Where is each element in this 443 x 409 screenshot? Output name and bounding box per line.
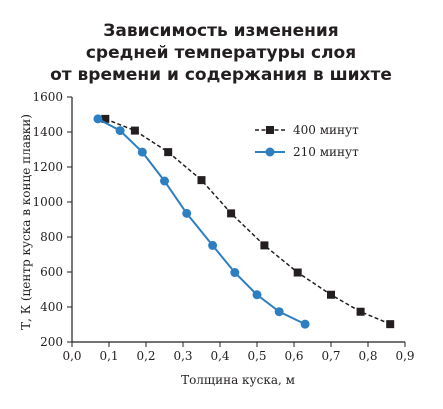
data-point-circle <box>182 208 192 218</box>
chart-title: Зависимость изменения средней температур… <box>50 21 392 85</box>
x-tick-label: 0,2 <box>136 349 155 363</box>
series-2 <box>93 114 310 329</box>
plot-area: 0,0 0,1 0,2 0,3 0,4 0,5 0,6 0,7 0,8 0,9 200 400 600… <box>32 90 414 363</box>
y-axis-label: Т, К (центр куска в конце плавки) <box>19 114 33 330</box>
legend-marker-400-square <box>266 126 274 134</box>
data-point-square <box>356 307 365 316</box>
series-1 <box>101 114 395 329</box>
data-point-circle <box>160 176 169 186</box>
x-axis-label: Толщина куска, м <box>181 373 295 387</box>
legend-item-210: 210 минут <box>255 145 359 159</box>
data-point-circle <box>300 319 310 329</box>
y-tick-label: 400 <box>40 300 63 314</box>
legend-marker-210-circle <box>265 147 275 157</box>
data-point-circle <box>208 240 218 250</box>
x-tick-label: 0,7 <box>321 349 340 363</box>
y-tick-label: 1400 <box>32 125 63 139</box>
data-point-square <box>164 148 173 157</box>
x-tick-label: 0,1 <box>99 349 118 363</box>
data-point-circle <box>230 268 240 278</box>
y-tick-label: 1200 <box>32 160 63 174</box>
x-tick-label: 0,3 <box>173 349 192 363</box>
y-tick-label: 600 <box>40 265 63 279</box>
y-tick-label: 200 <box>40 335 63 349</box>
y-tick-label: 1600 <box>32 90 63 104</box>
x-axis-ticks: 0,0 0,1 0,2 0,3 0,4 0,5 0,6 0,7 0,8 0,9 <box>62 342 415 363</box>
data-point-circle <box>93 114 103 124</box>
data-point-square <box>260 241 269 250</box>
series-line <box>97 118 306 326</box>
data-point-square <box>293 268 302 277</box>
series-line <box>105 118 391 325</box>
chart-title-line-3: от времени и содержания в шихте <box>50 65 392 85</box>
y-tick-label: 1000 <box>32 195 63 209</box>
legend-item-400: 400 минут <box>255 123 359 137</box>
data-point-circle <box>274 307 284 317</box>
data-point-circle <box>137 147 147 157</box>
y-axis-ticks: 200 400 600 800 1000 1200 1400 1600 <box>32 90 72 349</box>
legend: 400 минут 210 минут <box>255 123 359 159</box>
data-point-square <box>327 290 335 299</box>
series-layer <box>93 114 395 329</box>
y-tick-label: 800 <box>40 230 63 244</box>
legend-label-210: 210 минут <box>293 145 359 159</box>
x-tick-label: 0,0 <box>62 349 81 363</box>
x-tick-label: 0,6 <box>284 349 303 363</box>
x-tick-label: 0,9 <box>395 349 414 363</box>
x-tick-label: 0,4 <box>210 349 229 363</box>
x-tick-label: 0,5 <box>247 349 266 363</box>
data-point-circle <box>115 126 125 136</box>
chart-title-line-1: Зависимость изменения <box>103 21 338 41</box>
legend-label-400: 400 минут <box>293 123 359 137</box>
data-point-square <box>197 176 206 185</box>
data-point-circle <box>252 290 262 300</box>
data-point-square <box>227 209 236 218</box>
data-point-square <box>101 114 110 123</box>
x-tick-label: 0,8 <box>358 349 377 363</box>
chart-title-line-2: средней температуры слоя <box>86 43 356 63</box>
data-point-square <box>386 320 395 329</box>
data-point-square <box>130 126 139 135</box>
